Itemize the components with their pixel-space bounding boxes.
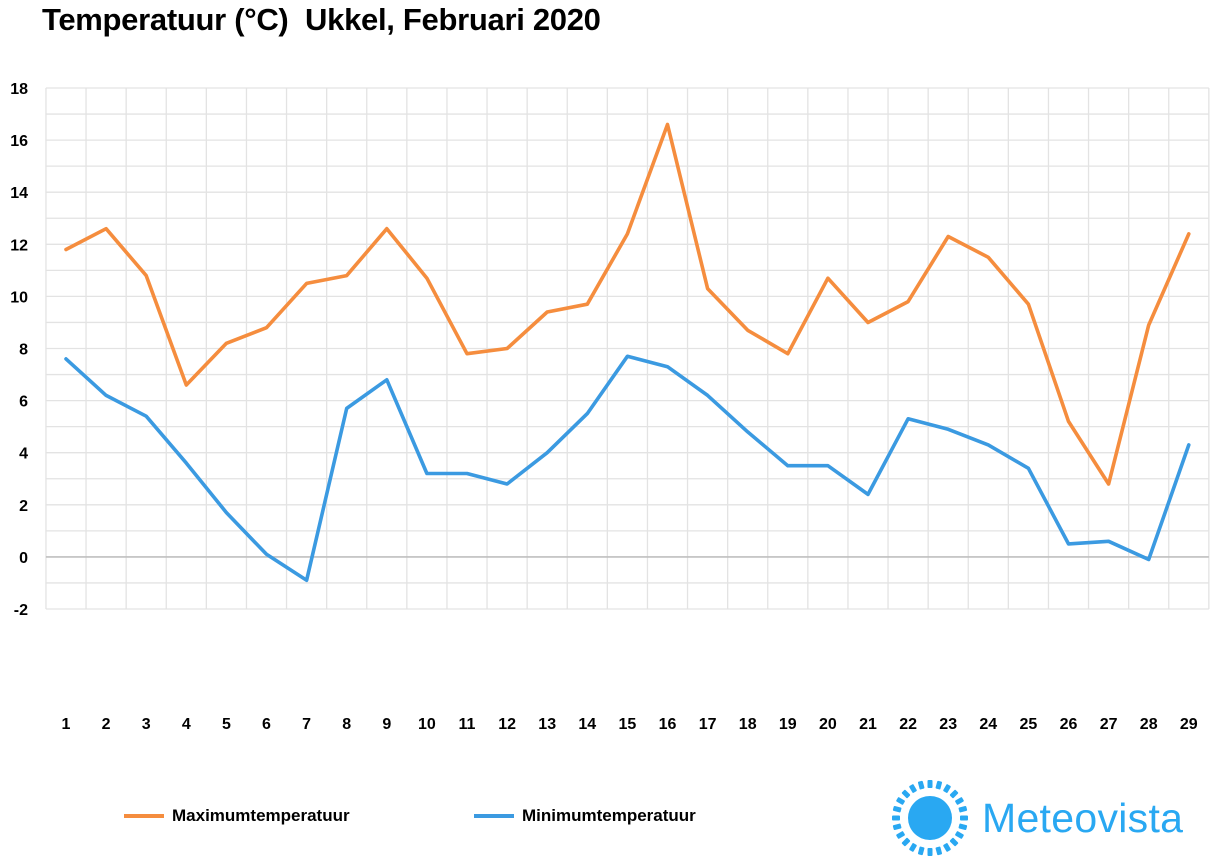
x-axis-ticks: 1 2 3 4 5 6 7 8 9 10 11 12 13 14 15 16 17 18 19 20 21 22 23 24 2… [62,716,1198,733]
x-tick-label: 10 [418,716,436,733]
sun-ray [960,815,968,821]
legend-swatch-max [124,814,164,818]
sun-ray [909,784,917,793]
x-tick-label: 2 [102,716,111,733]
x-tick-label: 21 [859,716,877,733]
meteovista-logo: Meteovista [890,778,1183,858]
sun-ray [896,831,905,839]
sun-ray [892,805,902,813]
x-tick-label: 6 [262,716,271,733]
sun-ray [943,843,951,852]
sun-ray [909,843,917,852]
x-tick-label: 9 [382,716,391,733]
y-tick-label: 16 [10,133,28,150]
x-tick-label: 1 [62,716,71,733]
y-axis-ticks: -2 0 2 4 6 8 10 12 14 16 18 [10,81,28,619]
chart-title: Temperatuur (°C) Ukkel, Februari 2020 [42,2,601,37]
sun-ray [955,797,964,805]
x-tick-label: 29 [1180,716,1198,733]
x-tick-label: 24 [979,716,997,733]
y-tick-label: 8 [19,342,28,359]
x-tick-label: 23 [939,716,957,733]
y-tick-label: 2 [19,498,28,515]
legend-swatch-min [474,814,514,818]
y-tick-label: 12 [10,237,28,254]
y-tick-label: -2 [14,602,28,619]
x-tick-label: 8 [342,716,351,733]
x-tick-label: 19 [779,716,797,733]
sun-ray [927,848,933,856]
series-lines [64,122,1191,583]
y-tick-label: 6 [19,394,28,411]
x-tick-label: 13 [538,716,556,733]
x-tick-label: 17 [699,716,717,733]
legend-item-max: Maximumtemperatuur [124,806,350,826]
x-tick-label: 16 [659,716,677,733]
sun-ray [896,797,905,805]
x-tick-label: 4 [182,716,191,733]
y-tick-label: 18 [10,81,28,98]
sun-ray [901,789,911,799]
sun-ray [949,837,959,847]
sun-ray [917,846,925,856]
sun-ray [892,815,900,821]
logo-text: Meteovista [982,794,1184,841]
y-tick-label: 14 [10,185,28,202]
sun-ray [901,837,911,847]
y-tick-label: 4 [19,446,28,463]
sun-ray [917,780,925,790]
gridlines [45,87,1210,610]
x-tick-label: 26 [1060,716,1078,733]
series-line-min [64,354,1191,583]
x-tick-label: 15 [619,716,637,733]
y-tick-label: 10 [10,289,28,306]
x-tick-label: 11 [459,716,476,733]
y-tick-label: 0 [19,550,28,567]
x-tick-label: 20 [819,716,837,733]
x-tick-label: 22 [899,716,917,733]
sun-ray [958,805,968,813]
x-tick-label: 7 [302,716,311,733]
sun-ray [927,780,933,788]
x-tick-label: 27 [1100,716,1118,733]
x-tick-label: 3 [142,716,151,733]
sun-ray [949,789,959,799]
x-tick-label: 18 [739,716,757,733]
sun-ray [935,846,943,856]
sun-ray [943,784,951,793]
legend-label-min: Minimumtemperatuur [522,806,696,825]
sun-ray [892,823,902,831]
legend-item-min: Minimumtemperatuur [474,806,696,826]
x-tick-label: 14 [578,716,596,733]
legend-label-max: Maximumtemperatuur [172,806,350,825]
x-tick-label: 5 [222,716,231,733]
x-tick-label: 12 [498,716,516,733]
x-tick-label: 25 [1020,716,1038,733]
sun-ray [955,831,964,839]
series-line-max [64,122,1191,486]
x-tick-label: 28 [1140,716,1158,733]
sun-ray [935,780,943,790]
sun-ray [958,823,968,831]
sun-icon [892,780,968,856]
